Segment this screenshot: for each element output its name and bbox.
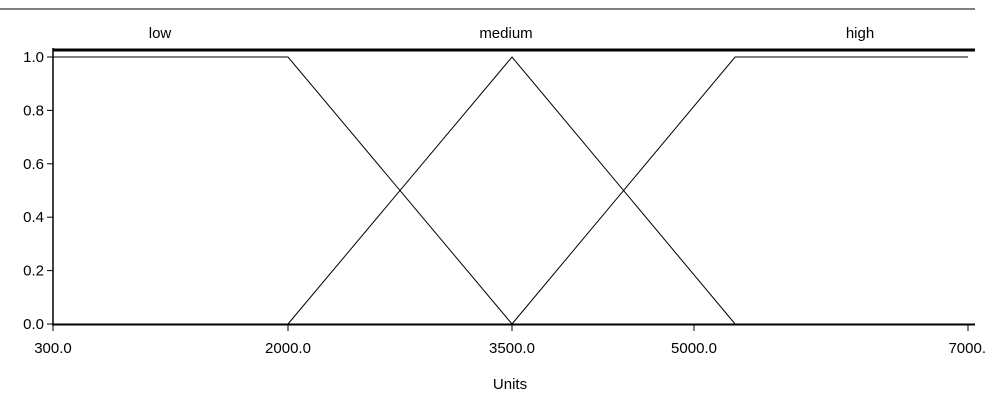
series-lines	[53, 48, 975, 325]
y-tick-label: 0.8	[23, 102, 44, 119]
series-line-high	[511, 56, 968, 325]
axis-ticks: 0.0 0.2 0.4 0.6 0.8 1.0 300.0 2000.0 3500.0 5000.…	[23, 49, 986, 357]
series-line-medium	[287, 56, 736, 325]
x-tick-label: 5000.0	[671, 340, 717, 357]
y-tick-label: 1.0	[23, 49, 44, 66]
y-tick-label: 0.0	[23, 316, 44, 333]
y-tick-label: 0.6	[23, 156, 44, 173]
axes	[52, 48, 975, 326]
x-tick-label: 300.0	[34, 340, 72, 357]
legend-label-high: high	[846, 25, 874, 42]
y-tick-label: 0.4	[23, 209, 44, 226]
x-tick-label: 2000.0	[265, 340, 311, 357]
x-tick-label: 7000.	[948, 340, 986, 357]
x-axis-label: Units	[493, 376, 527, 393]
legend: low medium high	[149, 25, 874, 42]
legend-label-low: low	[149, 25, 172, 42]
series-line-low	[53, 56, 513, 325]
legend-label-medium: medium	[479, 25, 532, 42]
x-tick-label: 3500.0	[489, 340, 535, 357]
y-tick-label: 0.2	[23, 263, 44, 280]
